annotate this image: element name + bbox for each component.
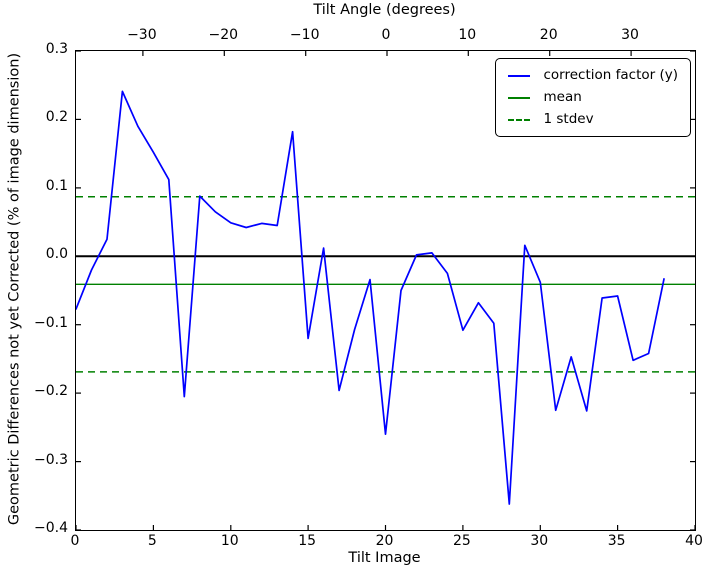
top-tick-label: 20 [539,27,558,43]
x-tick-label: 5 [147,533,157,549]
y-tick-label: 0.1 [45,177,68,194]
series-correction-factor-y- [76,90,665,505]
top-tick-label: 30 [621,27,639,43]
y-tick-label: −0.2 [34,383,68,400]
y-tick-label: −0.3 [34,451,68,468]
legend-line-sample [507,118,530,121]
x-tick-label: 35 [607,533,626,549]
legend-line-sample [507,96,530,99]
y-tick-label: 0.0 [45,246,68,263]
x-tick-label: 40 [685,533,703,549]
y-tick-label: 0.3 [45,41,68,57]
x-tick-label: 20 [375,533,394,549]
x-tick-label: 0 [70,533,80,549]
top-tick-label: 0 [381,27,391,43]
legend-entry-label: 1 stdev [543,111,594,127]
plot-area: correction factor (y) mean 1 stdev [75,50,696,531]
chart-canvas [76,51,695,530]
x-tick-label: 15 [298,533,317,549]
top-tick-label: 10 [458,27,477,43]
y-tick-label: −0.1 [34,314,68,331]
top-tick-label: −10 [289,27,320,43]
x-tick-label: 30 [530,533,549,549]
top-axis-title: Tilt Angle (degrees) [313,2,456,18]
y-axis-title: Geometric Differences not yet Corrected … [6,52,23,526]
x-axis-title: Tilt Image [348,550,421,566]
x-tick-label: 10 [220,533,239,549]
legend-entry: correction factor (y) [507,66,679,85]
x-tick-label: 25 [452,533,471,549]
y-tick-label: 0.2 [45,109,68,126]
y-tick-label: −0.4 [34,520,68,536]
top-tick-label: −30 [127,27,157,43]
top-tick-label: −20 [208,27,239,43]
legend-box: correction factor (y) mean 1 stdev [494,58,691,137]
legend-entry-label: mean [543,89,582,105]
legend-entry: 1 stdev [507,110,679,129]
legend-line-sample [507,74,530,77]
legend-entry: mean [507,88,679,107]
legend-entry-label: correction factor (y) [543,67,679,83]
